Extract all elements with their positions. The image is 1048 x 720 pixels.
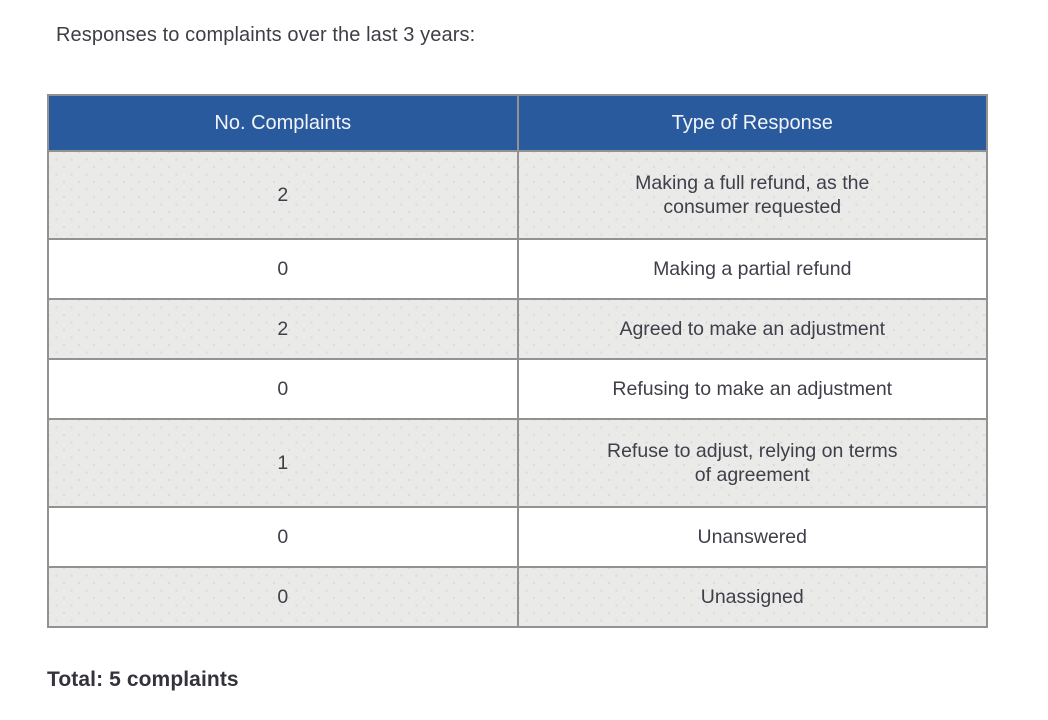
complaint-count: 0 <box>277 377 289 400</box>
page-title: Responses to complaints over the last 3 … <box>56 24 476 46</box>
response-type: Making a full refund, as the consumer re… <box>635 171 870 218</box>
complaint-count-cell: 0 <box>47 566 519 628</box>
response-type-cell: Unanswered <box>516 506 988 568</box>
table-row: 2 Agreed to make an adjustment <box>47 298 988 360</box>
table-row: 1 Refuse to adjust, relying on terms of … <box>47 418 988 508</box>
total-complaints-text: Total: 5 complaints <box>47 668 239 691</box>
table-row: 0 Refusing to make an adjustment <box>47 358 988 420</box>
complaint-count: 2 <box>277 317 289 340</box>
response-type-cell: Refuse to adjust, relying on terms of ag… <box>516 418 988 508</box>
response-type-cell: Agreed to make an adjustment <box>516 298 988 360</box>
response-type: Agreed to make an adjustment <box>619 317 886 340</box>
complaint-count-cell: 0 <box>47 238 519 300</box>
complaint-count: 0 <box>277 585 289 608</box>
complaints-table: No. Complaints Type of Response 2 Making… <box>47 94 988 628</box>
complaint-count: 0 <box>277 257 289 280</box>
complaint-count-cell: 1 <box>47 418 519 508</box>
response-type-cell: Refusing to make an adjustment <box>516 358 988 420</box>
table-row: 0 Unassigned <box>47 566 988 628</box>
response-type: Refuse to adjust, relying on terms of ag… <box>607 439 898 486</box>
table-row: 0 Unanswered <box>47 506 988 568</box>
complaint-count-cell: 2 <box>47 150 519 240</box>
table-row: 0 Making a partial refund <box>47 238 988 300</box>
table-header-row: No. Complaints Type of Response <box>47 94 988 152</box>
response-type-cell: Making a full refund, as the consumer re… <box>516 150 988 240</box>
response-type: Refusing to make an adjustment <box>612 377 893 400</box>
response-type: Unassigned <box>700 585 804 608</box>
column-header-type-of-response: Type of Response <box>516 94 988 152</box>
complaint-count-cell: 0 <box>47 358 519 420</box>
complaint-count: 0 <box>277 525 289 548</box>
response-type-cell: Making a partial refund <box>516 238 988 300</box>
complaint-count-cell: 0 <box>47 506 519 568</box>
complaint-count: 1 <box>277 451 289 474</box>
complaint-count: 2 <box>277 183 289 206</box>
complaint-count-cell: 2 <box>47 298 519 360</box>
response-type: Unanswered <box>697 525 807 548</box>
response-type-cell: Unassigned <box>516 566 988 628</box>
response-type: Making a partial refund <box>653 257 852 280</box>
table-row: 2 Making a full refund, as the consumer … <box>47 150 988 240</box>
column-header-no-complaints: No. Complaints <box>47 94 519 152</box>
